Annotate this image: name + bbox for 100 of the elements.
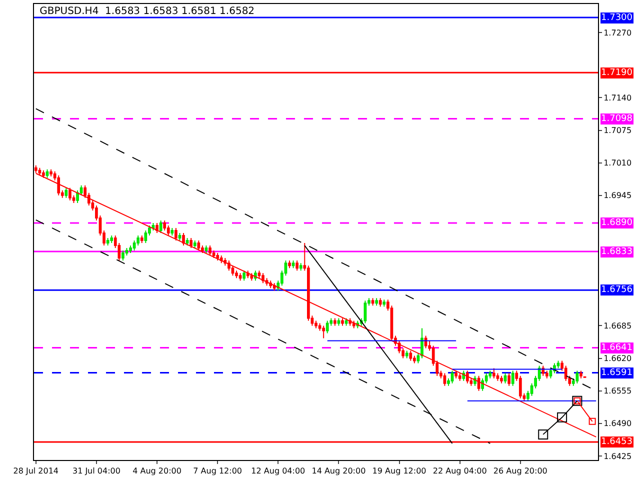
candlestick bbox=[299, 262, 302, 272]
candlestick bbox=[50, 168, 52, 177]
candlestick bbox=[269, 280, 272, 289]
x-tick-label: 7 Aug 12:00 bbox=[193, 466, 242, 476]
candlestick bbox=[545, 370, 548, 379]
candlestick bbox=[458, 372, 462, 382]
candlestick bbox=[334, 318, 336, 326]
ref-line-label: 1.7098 bbox=[601, 114, 633, 124]
x-tick-label: 4 Aug 20:00 bbox=[132, 466, 182, 476]
candlestick bbox=[341, 318, 344, 326]
x-tick-label: 19 Aug 12:00 bbox=[372, 466, 426, 476]
candlestick bbox=[122, 250, 124, 262]
point bbox=[588, 418, 596, 425]
candlestick bbox=[326, 320, 329, 334]
candlestick bbox=[500, 375, 503, 384]
candlestick bbox=[258, 270, 261, 279]
candlestick bbox=[46, 168, 49, 178]
x-tick-label: 22 Aug 04:00 bbox=[432, 466, 487, 476]
y-tick-label: 1.6490 bbox=[604, 419, 632, 428]
point bbox=[538, 429, 548, 440]
candlestick bbox=[382, 299, 386, 308]
candlestick bbox=[288, 260, 291, 269]
x-tick-label: 14 Aug 20:00 bbox=[312, 466, 366, 476]
candlestick bbox=[193, 240, 196, 249]
y-tick-label: 1.6620 bbox=[604, 354, 632, 364]
candlestick bbox=[344, 318, 348, 326]
candlestick bbox=[424, 335, 428, 349]
candlestick bbox=[170, 227, 174, 236]
candlestick bbox=[518, 375, 522, 399]
candlestick bbox=[511, 370, 514, 386]
candlestick bbox=[110, 235, 114, 244]
candlestick bbox=[228, 260, 230, 272]
candlestick bbox=[238, 272, 242, 282]
chart-title: GBPUSD.H4 1.6583 1.6583 1.6581 1.6582 bbox=[40, 6, 255, 18]
candlestick bbox=[174, 227, 178, 242]
candlestick bbox=[156, 222, 158, 234]
candlestick bbox=[220, 255, 223, 264]
candlestick bbox=[208, 245, 212, 256]
candlestick bbox=[378, 298, 382, 308]
candlestick bbox=[235, 270, 238, 279]
candlestick bbox=[371, 298, 374, 306]
candlestick bbox=[106, 238, 110, 246]
candlestick bbox=[580, 370, 582, 379]
candlestick bbox=[450, 370, 454, 384]
x-tick-label: 12 Aug 04:00 bbox=[251, 466, 306, 476]
candlestick bbox=[322, 325, 325, 339]
ref-line-label: 1.7190 bbox=[601, 68, 633, 78]
candlestick bbox=[466, 370, 469, 384]
candlestick bbox=[250, 272, 254, 282]
x-tick-label: 28 Jul 2014 bbox=[13, 466, 59, 476]
candlestick bbox=[454, 370, 458, 379]
y-tick-label: 1.6945 bbox=[604, 191, 632, 200]
candlestick bbox=[296, 260, 298, 272]
candlestick bbox=[549, 368, 552, 379]
ref-line-label: 1.6641 bbox=[601, 343, 632, 353]
candlestick bbox=[481, 378, 484, 392]
y-tick-label: 1.7010 bbox=[604, 158, 632, 168]
candlestick bbox=[76, 190, 79, 204]
y-tick-label: 1.6685 bbox=[604, 322, 632, 331]
candlestick bbox=[337, 318, 340, 326]
candlestick bbox=[292, 260, 295, 269]
x-tick-label: 31 Jul 04:00 bbox=[72, 466, 120, 476]
candlestick bbox=[186, 238, 189, 246]
candlestick bbox=[405, 350, 408, 359]
ref-line-label: 1.6890 bbox=[601, 218, 633, 228]
candlestick bbox=[364, 300, 367, 324]
candlestick bbox=[496, 372, 500, 382]
x-tick-label: 26 Aug 20:00 bbox=[493, 466, 548, 476]
candlestick bbox=[216, 252, 220, 262]
ref-line-label: 1.6591 bbox=[601, 368, 632, 378]
candlestick bbox=[140, 235, 144, 244]
candlestick bbox=[159, 220, 162, 234]
candlestick bbox=[576, 370, 579, 384]
candlestick bbox=[492, 368, 496, 379]
candlestick bbox=[262, 272, 264, 284]
candlestick bbox=[68, 187, 72, 201]
y-tick-label: 1.6555 bbox=[604, 386, 632, 396]
candlestick bbox=[64, 187, 68, 198]
candlestick bbox=[443, 372, 446, 386]
candlestick bbox=[125, 248, 128, 256]
y-tick-label: 1.7075 bbox=[604, 126, 632, 136]
candlestick bbox=[272, 282, 276, 292]
ref-line-label: 1.7300 bbox=[601, 13, 633, 23]
candlestick bbox=[136, 235, 140, 246]
ref-line-label: 1.6453 bbox=[601, 437, 632, 447]
y-tick-label: 1.6425 bbox=[604, 452, 632, 461]
candlestick bbox=[197, 240, 200, 252]
candlestick bbox=[190, 238, 193, 249]
candlestick bbox=[178, 232, 182, 242]
ref-line-label: 1.6833 bbox=[601, 247, 632, 257]
candlestick bbox=[508, 372, 510, 386]
candlestick bbox=[166, 224, 170, 236]
candlestick bbox=[204, 245, 208, 254]
candlestick bbox=[182, 232, 185, 246]
y-tick-label: 1.7270 bbox=[604, 28, 632, 38]
candlestick bbox=[242, 270, 246, 282]
candlestick bbox=[412, 355, 416, 364]
point bbox=[557, 412, 568, 422]
candlestick bbox=[352, 320, 356, 329]
candlestick bbox=[504, 372, 507, 384]
